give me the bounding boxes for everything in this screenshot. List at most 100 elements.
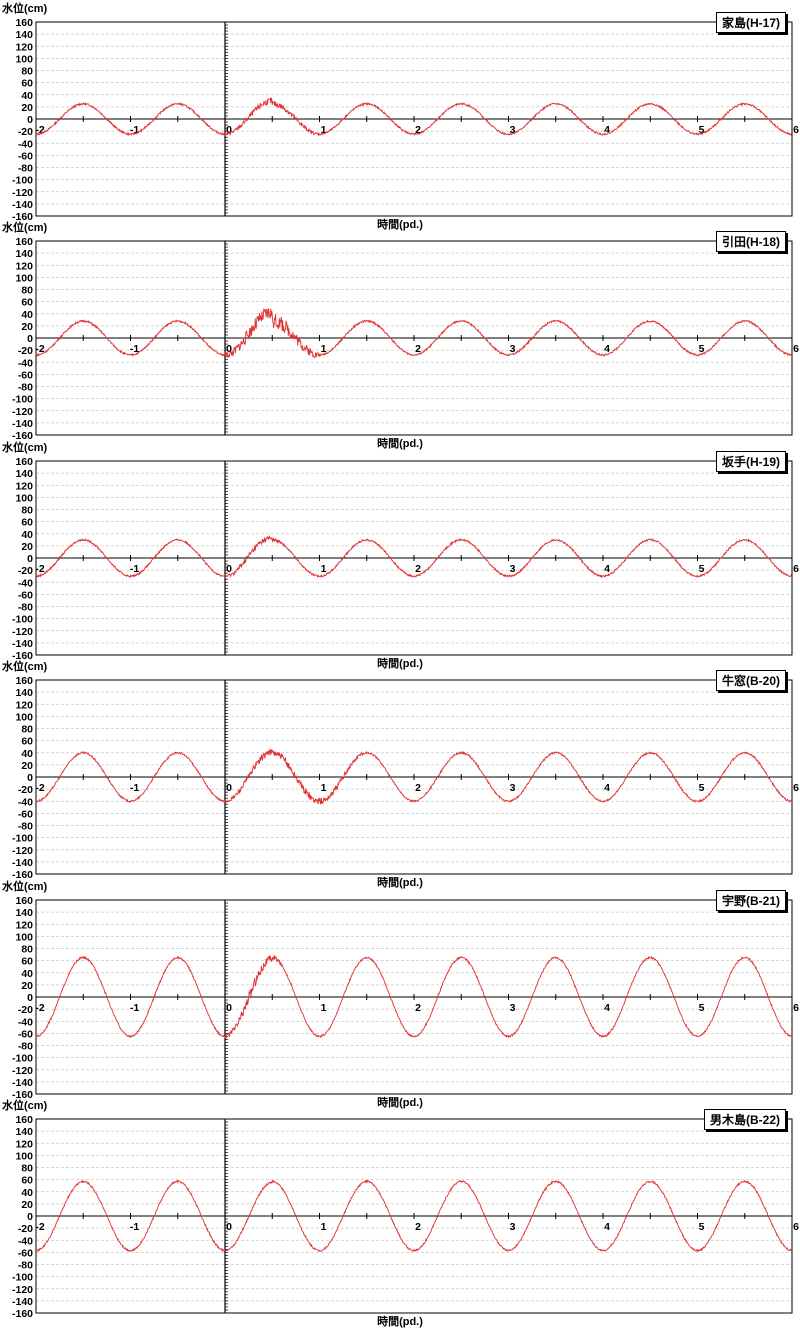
station-title: 宇野(B-21) [715, 890, 786, 911]
series-line [35, 97, 793, 137]
y-tick-label: 60 [21, 736, 33, 748]
x-tick-label: 4 [604, 1221, 610, 1233]
x-tick-label: 3 [510, 1002, 516, 1014]
y-tick-label: 0 [27, 772, 33, 784]
y-tick-label: -120 [12, 845, 33, 857]
y-tick-label: 80 [21, 944, 33, 956]
x-tick-label: 0 [226, 124, 232, 136]
x-axis-label: 時間(pd.) [377, 1097, 423, 1109]
series-line [35, 1179, 793, 1253]
y-tick-label: -80 [18, 602, 33, 614]
y-tick-label: 20 [21, 760, 33, 772]
x-tick-label: -2 [35, 1002, 44, 1014]
y-tick-label: 80 [21, 1163, 33, 1175]
y-tick-label: -160 [12, 211, 33, 223]
series-line [35, 308, 793, 358]
y-tick-label: -160 [12, 1308, 33, 1320]
y-tick-label: -60 [18, 589, 33, 601]
y-tick-label: -60 [18, 150, 33, 162]
x-tick-label: 6 [793, 124, 799, 136]
x-tick-label: 3 [510, 563, 516, 575]
y-tick-label: 0 [27, 992, 33, 1004]
station-title: 引田(H-18) [715, 231, 786, 252]
x-tick-label: 6 [793, 343, 799, 355]
y-tick-label: 120 [15, 699, 33, 711]
y-tick-label: 140 [15, 468, 33, 480]
y-tick-label: 40 [21, 529, 33, 541]
y-tick-label: 160 [15, 1114, 33, 1126]
x-tick-label: 1 [321, 563, 327, 575]
x-axis-label: 時間(pd.) [377, 658, 423, 670]
x-tick-label: 4 [604, 782, 610, 794]
y-tick-label: -140 [12, 199, 33, 211]
y-tick-label: 120 [15, 919, 33, 931]
y-tick-label: 140 [15, 687, 33, 699]
y-tick-label: -60 [18, 808, 33, 820]
x-tick-label: -1 [130, 1221, 139, 1233]
x-tick-label: 4 [604, 124, 610, 136]
y-tick-label: 120 [15, 1138, 33, 1150]
y-tick-label: 160 [15, 675, 33, 687]
x-tick-label: 4 [604, 563, 610, 575]
y-tick-label: 100 [15, 1150, 33, 1162]
y-tick-label: 0 [27, 114, 33, 126]
y-tick-label: 100 [15, 711, 33, 723]
x-tick-label: -1 [130, 1002, 139, 1014]
y-tick-label: -140 [12, 1296, 33, 1308]
x-tick-label: 4 [604, 1002, 610, 1014]
y-tick-label: 100 [15, 931, 33, 943]
y-tick-label: -20 [18, 784, 33, 796]
x-tick-label: 1 [321, 124, 327, 136]
y-tick-label: 60 [21, 1175, 33, 1187]
x-axis-label: 時間(pd.) [377, 438, 423, 450]
y-tick-label: 80 [21, 724, 33, 736]
x-tick-label: 2 [415, 343, 421, 355]
series-line [35, 534, 793, 579]
y-tick-label: -160 [12, 650, 33, 662]
y-tick-label: 120 [15, 480, 33, 492]
y-tick-label: -140 [12, 418, 33, 430]
y-tick-label: -120 [12, 187, 33, 199]
y-tick-label: -100 [12, 1053, 33, 1065]
y-tick-label: 40 [21, 309, 33, 321]
y-tick-label: 60 [21, 956, 33, 968]
y-tick-label: 20 [21, 541, 33, 553]
y-tick-label: -20 [18, 565, 33, 577]
x-tick-label: 0 [226, 782, 232, 794]
y-tick-label: 60 [21, 78, 33, 90]
y-tick-label: 120 [15, 41, 33, 53]
x-tick-label: -1 [130, 563, 139, 575]
y-tick-label: 40 [21, 1187, 33, 1199]
y-tick-label: -140 [12, 638, 33, 650]
y-tick-label: -40 [18, 1016, 33, 1028]
y-tick-label: -100 [12, 614, 33, 626]
y-tick-label: -80 [18, 1260, 33, 1272]
x-tick-label: -1 [130, 343, 139, 355]
y-tick-label: 140 [15, 29, 33, 41]
y-tick-label: -160 [12, 869, 33, 881]
series-line [35, 748, 793, 805]
y-tick-label: -100 [12, 1272, 33, 1284]
x-tick-label: 2 [415, 1221, 421, 1233]
y-tick-label: -80 [18, 821, 33, 833]
y-tick-label: 100 [15, 272, 33, 284]
x-tick-label: 1 [321, 782, 327, 794]
chart-plot: 160140120100806040200-20-40-60-80-100-12… [12, 895, 799, 1101]
y-tick-label: -40 [18, 796, 33, 808]
y-tick-label: -100 [12, 833, 33, 845]
y-tick-label: -60 [18, 1247, 33, 1259]
x-tick-label: -2 [35, 124, 44, 136]
y-tick-label: 20 [21, 980, 33, 992]
y-tick-label: -80 [18, 163, 33, 175]
y-tick-label: -100 [12, 394, 33, 406]
y-tick-label: -20 [18, 126, 33, 138]
x-tick-label: 6 [793, 1002, 799, 1014]
x-tick-label: 3 [510, 343, 516, 355]
y-tick-label: -80 [18, 1041, 33, 1053]
y-tick-label: -160 [12, 430, 33, 442]
x-tick-label: -2 [35, 563, 44, 575]
chart-panel: 水位(cm) 160 140 120 100 80 60 40 20 0 -20 -40 -60 -80-… [0, 439, 800, 670]
chart-panel: 水位(cm) 160 140 120 100 80 60 40 20 0 -20 -40 -60 -80-… [0, 878, 800, 1109]
series-line [35, 954, 793, 1040]
y-axis-label: 水位(cm) [2, 661, 48, 673]
